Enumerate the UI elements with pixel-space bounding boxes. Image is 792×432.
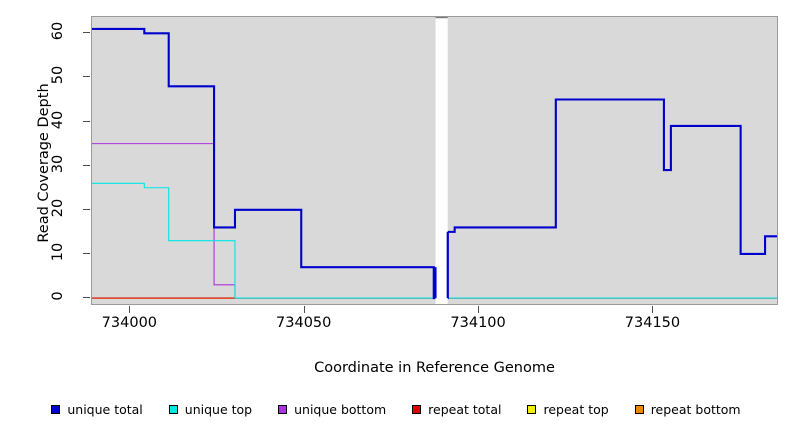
y-tick-label: 10 xyxy=(50,242,66,262)
legend-item-unique-total[interactable]: unique total xyxy=(51,401,143,417)
x-tick-mark xyxy=(478,306,480,313)
series-line-unique-total xyxy=(92,27,777,300)
x-tick-mark xyxy=(303,306,305,313)
y-tick-mark xyxy=(83,297,90,299)
chart-legend: unique total unique top unique bottom repea… xyxy=(0,398,792,420)
y-tick-label: 60 xyxy=(50,22,66,41)
legend-label: repeat top xyxy=(543,401,609,417)
plot-lines xyxy=(92,17,777,304)
legend-swatch-icon xyxy=(634,404,644,414)
x-tick-label: 734150 xyxy=(624,315,681,331)
x-tick-mark xyxy=(652,306,654,313)
y-tick-label: 50 xyxy=(50,66,66,85)
y-tick-label: 40 xyxy=(50,110,66,129)
x-tick-mark xyxy=(129,306,131,313)
legend-swatch-icon xyxy=(51,404,61,414)
y-tick-mark xyxy=(83,252,90,254)
y-tick-label: 20 xyxy=(50,198,66,218)
y-tick-mark xyxy=(83,32,90,34)
legend-label: unique top xyxy=(184,401,253,417)
legend-label: repeat bottom xyxy=(650,401,741,417)
legend-label: repeat total xyxy=(428,401,502,417)
legend-item-unique-top[interactable]: unique top xyxy=(168,401,253,417)
plot-panel xyxy=(91,16,778,305)
legend-swatch-icon xyxy=(278,404,288,414)
series-line-unique-top xyxy=(92,182,777,299)
x-tick-label: 734000 xyxy=(101,315,158,331)
x-axis-title: Coordinate in Reference Genome xyxy=(314,360,555,376)
y-tick-label: 0 xyxy=(50,291,66,301)
y-tick-label: 30 xyxy=(50,154,66,173)
y-tick-mark xyxy=(83,208,90,210)
legend-swatch-icon xyxy=(168,404,178,414)
y-tick-mark xyxy=(83,120,90,122)
legend-swatch-icon xyxy=(412,404,422,414)
legend-label: unique total xyxy=(67,401,143,417)
legend-item-unique-bottom[interactable]: unique bottom xyxy=(278,402,386,417)
legend-item-repeat-bottom[interactable]: repeat bottom xyxy=(634,401,741,417)
y-tick-mark xyxy=(83,164,90,166)
y-tick-mark xyxy=(83,76,90,78)
data-gap-band xyxy=(435,17,448,304)
legend-swatch-icon xyxy=(527,404,537,414)
panel-top-border-fragment xyxy=(435,17,448,19)
x-tick-label: 734100 xyxy=(450,315,506,331)
legend-item-repeat-total[interactable]: repeat total xyxy=(412,402,501,417)
x-tick-label: 734050 xyxy=(276,315,332,331)
legend-item-repeat-top[interactable]: repeat top xyxy=(527,401,609,417)
legend-label: unique bottom xyxy=(294,401,387,417)
